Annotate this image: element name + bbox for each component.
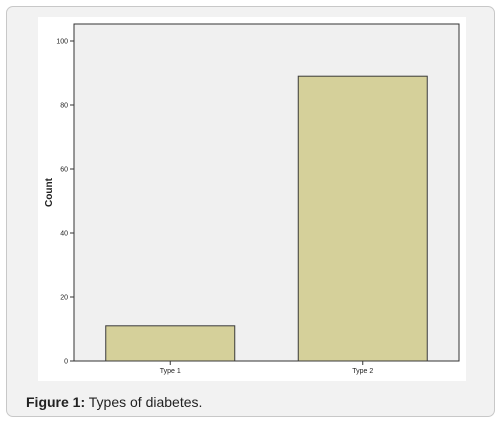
- x-tick-label: Type 2: [352, 368, 373, 375]
- bar-type-1: [105, 325, 236, 362]
- y-tick-label: 100: [56, 39, 68, 46]
- figure-caption: Figure 1: Types of diabetes.: [26, 394, 202, 410]
- bars-group: [105, 75, 428, 362]
- x-tick-label: Type 1: [160, 368, 181, 375]
- bar-type-2: [297, 75, 428, 362]
- x-axis: Type 1 Type 2: [160, 361, 373, 375]
- caption-label: Figure 1:: [26, 394, 86, 410]
- y-tick-label: 40: [60, 231, 68, 238]
- y-tick-label: 80: [60, 103, 68, 110]
- y-tick-label: 60: [60, 167, 68, 174]
- y-axis-title: Count: [44, 177, 55, 207]
- caption-text: Types of diabetes.: [85, 394, 203, 410]
- y-tick-label: 0: [64, 359, 68, 366]
- y-axis: 0 20 40 60 80 100: [56, 39, 74, 366]
- y-tick-label: 20: [60, 295, 68, 302]
